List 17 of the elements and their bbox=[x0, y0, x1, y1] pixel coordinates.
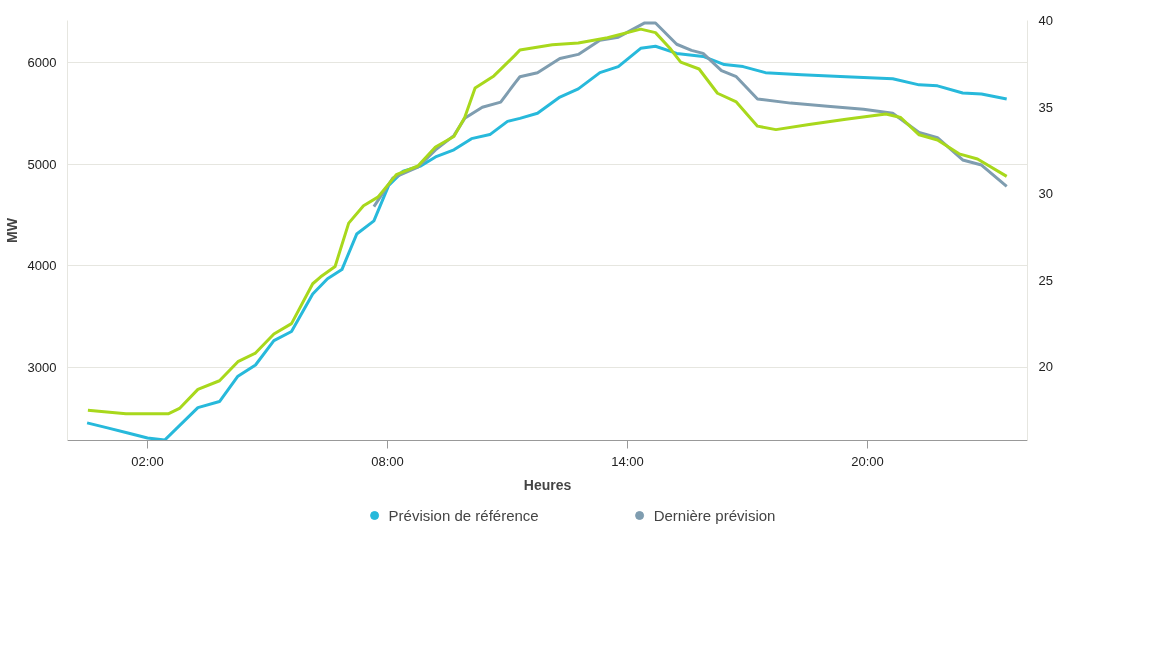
x-tick-label: 02:00 bbox=[131, 453, 164, 469]
y-axis-title: MW bbox=[3, 217, 20, 243]
y-tick-label: 4000 bbox=[27, 258, 57, 274]
y2-tick-label: 20 bbox=[1038, 359, 1053, 375]
y2-tick-label: 25 bbox=[1038, 272, 1053, 288]
y2-tick-label: 35 bbox=[1038, 99, 1053, 115]
y-tick-label: 5000 bbox=[27, 156, 57, 172]
x-tick-label: 14:00 bbox=[611, 453, 644, 469]
legend-label: Prévision de référence bbox=[388, 506, 539, 524]
y2-tick-label: 30 bbox=[1038, 186, 1053, 202]
y2-tick-label: 40 bbox=[1038, 13, 1053, 28]
x-tick-label: 08:00 bbox=[371, 453, 404, 469]
legend-label: Dernière prévision bbox=[653, 506, 776, 524]
y-tick-label: 6000 bbox=[27, 55, 57, 71]
x-tick-label: 20:00 bbox=[851, 453, 884, 469]
x-axis-title: Heures bbox=[523, 476, 572, 493]
y-tick-label: 3000 bbox=[27, 359, 57, 375]
